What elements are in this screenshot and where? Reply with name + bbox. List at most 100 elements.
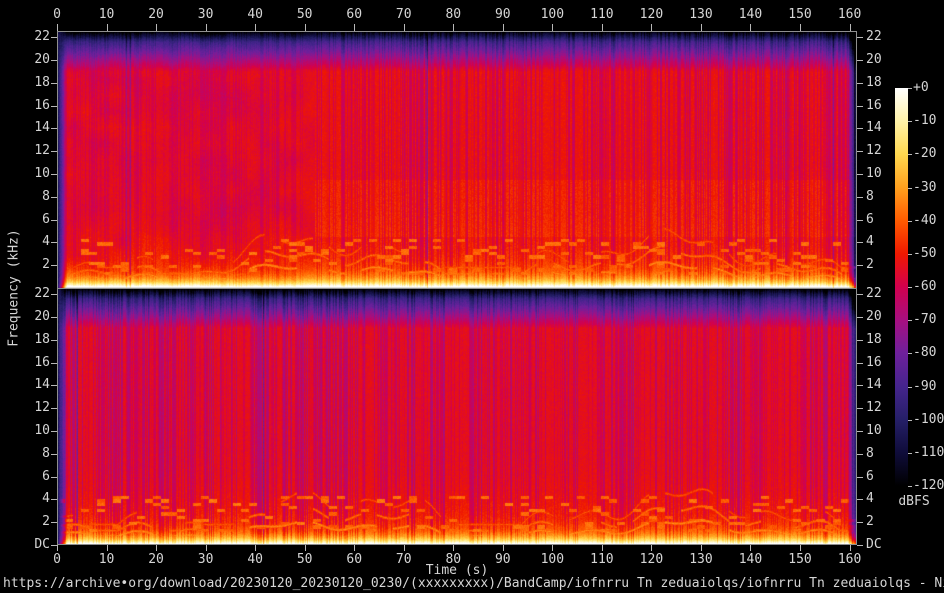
time-tick-label: 150 — [788, 7, 812, 22]
colorbar-tick-label: -20 — [913, 146, 937, 161]
time-tick-mark — [601, 545, 603, 551]
freq-tick-mark — [51, 499, 57, 500]
freq-tick-mark — [51, 37, 57, 38]
time-tick-mark — [800, 545, 802, 551]
freq-tick-mark — [51, 408, 57, 409]
freq-tick-label: 6 — [42, 212, 50, 227]
freq-tick-mark — [51, 545, 57, 546]
freq-tick-mark — [51, 385, 57, 386]
colorbar-tick-label: +0 — [913, 80, 929, 95]
colorbar-unit-label: dBFS — [898, 494, 930, 509]
freq-tick-label: 22 — [866, 29, 882, 44]
freq-tick-label: 20 — [866, 309, 882, 324]
freq-tick-mark — [51, 340, 57, 341]
time-tick-label: 10 — [98, 552, 115, 567]
freq-tick-mark — [857, 545, 863, 546]
time-tick-mark — [453, 545, 455, 551]
colorbar-tick-mark — [908, 254, 912, 255]
time-tick-label: 60 — [346, 552, 363, 567]
freq-tick-mark — [857, 340, 863, 341]
colorbar-tick-mark — [908, 320, 912, 321]
time-tick-mark — [651, 545, 653, 551]
freq-tick-label: 18 — [34, 75, 50, 90]
freq-tick-mark — [51, 294, 57, 295]
freq-tick-mark — [857, 220, 863, 221]
time-tick-label: 80 — [445, 552, 462, 567]
freq-tick-mark — [857, 477, 863, 478]
time-tick-label: 110 — [590, 552, 614, 567]
freq-tick-label: 8 — [42, 189, 50, 204]
time-tick-mark — [651, 24, 653, 31]
time-tick-mark — [106, 24, 108, 31]
time-tick-mark — [453, 24, 455, 31]
time-tick-mark — [354, 24, 356, 31]
colorbar-tick-mark — [908, 154, 912, 155]
freq-tick-label: 16 — [866, 98, 882, 113]
freq-tick-mark — [857, 317, 863, 318]
time-tick-label: 120 — [639, 552, 664, 567]
time-tick-mark — [57, 545, 58, 551]
colorbar-tick-mark — [908, 486, 912, 487]
time-tick-mark — [849, 545, 851, 551]
freq-tick-label: 14 — [866, 120, 882, 135]
freq-tick-label: 2 — [42, 514, 50, 529]
freq-tick-mark — [857, 242, 863, 243]
colorbar-tick-mark — [908, 287, 912, 288]
time-tick-mark — [601, 24, 603, 31]
time-tick-mark — [750, 545, 752, 551]
colorbar-tick-mark — [908, 387, 912, 388]
freq-tick-mark — [857, 60, 863, 61]
time-tick-label: 100 — [540, 7, 565, 22]
colorbar-tick-label: -30 — [913, 180, 937, 195]
time-tick-label: 130 — [689, 552, 713, 567]
freq-tick-label: 18 — [866, 75, 882, 90]
freq-tick-label: 16 — [34, 355, 50, 370]
colorbar-tick-label: -110 — [913, 445, 944, 460]
freq-tick-mark — [51, 522, 57, 523]
time-tick-mark — [502, 545, 504, 551]
time-tick-label: 70 — [395, 552, 412, 567]
time-tick-mark — [57, 24, 58, 31]
time-tick-mark — [255, 545, 257, 551]
time-tick-mark — [849, 24, 851, 31]
time-tick-mark — [106, 545, 108, 551]
time-tick-mark — [304, 545, 306, 551]
freq-tick-mark — [857, 106, 863, 107]
time-tick-mark — [750, 24, 752, 31]
freq-tick-mark — [857, 174, 863, 175]
colorbar-tick-mark — [908, 353, 912, 354]
freq-tick-mark — [857, 385, 863, 386]
freq-tick-mark — [51, 106, 57, 107]
freq-tick-label: 16 — [34, 98, 50, 113]
freq-tick-mark — [51, 431, 57, 432]
colorbar-tick-label: -70 — [913, 312, 937, 327]
colorbar-tick-label: -80 — [913, 345, 937, 360]
freq-tick-label: DC — [866, 537, 882, 552]
freq-tick-mark — [51, 317, 57, 318]
freq-tick-label: 4 — [866, 491, 874, 506]
time-tick-mark — [800, 24, 802, 31]
colorbar-tick-label: -100 — [913, 412, 944, 427]
time-tick-label: 30 — [197, 7, 214, 22]
time-tick-label: 150 — [788, 552, 812, 567]
freq-tick-mark — [857, 151, 863, 152]
freq-tick-label: 10 — [34, 166, 50, 181]
freq-tick-label: 12 — [34, 400, 50, 415]
freq-tick-label: 4 — [42, 234, 50, 249]
colorbar-tick-label: -60 — [913, 279, 937, 294]
time-tick-mark — [156, 545, 158, 551]
freq-tick-label: 4 — [866, 234, 874, 249]
freq-tick-label: 8 — [866, 446, 874, 461]
freq-tick-label: 12 — [866, 143, 882, 158]
time-tick-label: 10 — [98, 7, 115, 22]
channel-divider — [57, 288, 857, 289]
time-tick-label: 140 — [738, 552, 763, 567]
freq-tick-label: 20 — [34, 52, 50, 67]
time-tick-label: 80 — [445, 7, 462, 22]
freq-tick-mark — [51, 220, 57, 221]
time-tick-mark — [304, 24, 306, 31]
freq-tick-label: DC — [34, 537, 50, 552]
time-tick-label: 120 — [639, 7, 664, 22]
time-tick-label: 50 — [296, 552, 313, 567]
